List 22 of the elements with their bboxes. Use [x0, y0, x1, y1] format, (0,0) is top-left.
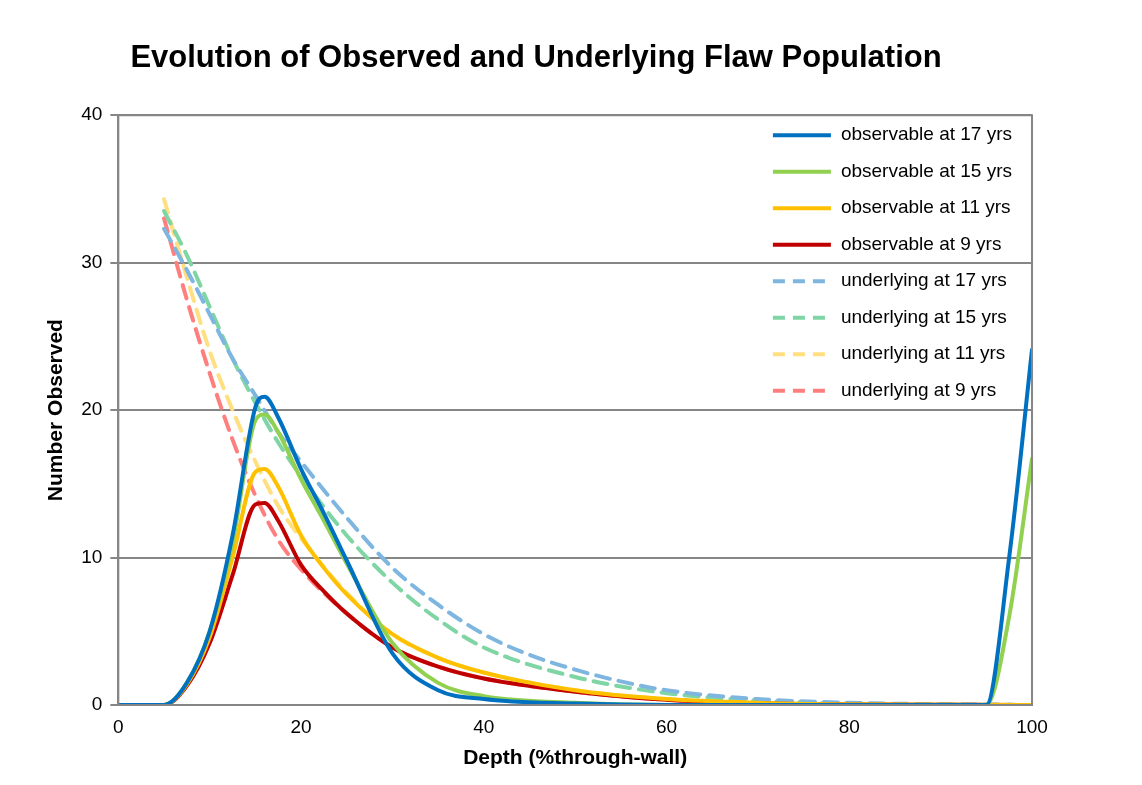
x-tick-label: 100 [1016, 715, 1048, 737]
x-tick-label: 80 [838, 715, 860, 737]
x-tick-label: 40 [473, 715, 495, 737]
y-tick-label: 20 [81, 398, 103, 420]
y-axis-title: Number Observed [43, 319, 67, 502]
legend-label: observable at 11 yrs [840, 196, 1011, 218]
legend-label: underlying at 15 yrs [840, 305, 1007, 327]
y-tick-label: 0 [91, 693, 103, 715]
legend-label: underlying at 17 yrs [840, 269, 1007, 291]
y-tick-label: 30 [81, 250, 103, 272]
x-tick-label: 60 [655, 715, 678, 737]
x-axis-title: Depth (%through-wall) [463, 745, 688, 769]
y-tick-label: 10 [81, 545, 103, 567]
legend-label: observable at 17 yrs [840, 123, 1012, 145]
legend-label: underlying at 11 yrs [840, 342, 1006, 364]
legend-label: observable at 9 yrs [840, 232, 1002, 254]
legend-label: underlying at 9 yrs [840, 378, 997, 400]
y-tick-label: 40 [81, 103, 103, 125]
chart-title: Evolution of Observed and Underlying Flaw Population [130, 39, 942, 75]
legend-label: observable at 15 yrs [840, 159, 1012, 181]
x-tick-label: 20 [290, 715, 312, 737]
x-tick-label: 0 [113, 715, 124, 737]
